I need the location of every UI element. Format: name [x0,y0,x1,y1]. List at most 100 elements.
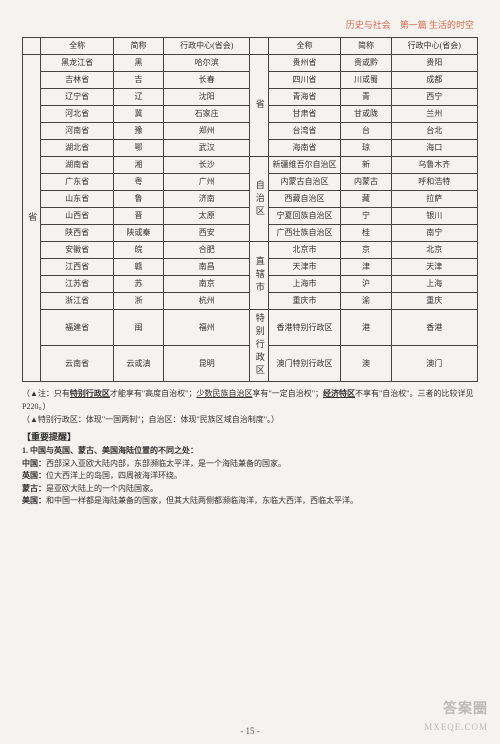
capital: 上海 [391,276,478,293]
capital: 北京 [391,242,478,259]
capital: 合肥 [164,242,250,259]
full-name: 台湾省 [268,123,341,140]
full-name: 陕西省 [41,225,114,242]
th-full-right: 全称 [268,38,341,55]
abbr: 藏 [341,191,391,208]
full-name: 江苏省 [41,276,114,293]
abbr: 赣 [113,259,163,276]
full-name: 澳门特别行政区 [268,346,341,382]
abbr: 湘 [113,157,163,174]
capital: 武汉 [164,140,250,157]
abbr: 辽 [113,89,163,106]
capital: 郑州 [164,123,250,140]
full-name: 贵州省 [268,55,341,72]
abbr: 台 [341,123,391,140]
full-name: 四川省 [268,72,341,89]
q1-china: 中国：西部深入亚欧大陆内部，东部濒临太平洋，是一个海陆兼备的国家。 [22,458,478,470]
full-name: 吉林省 [41,72,114,89]
table-row: 湖南省湘长沙自治区新疆维吾尔自治区新乌鲁木齐 [23,157,478,174]
abbr: 吉 [113,72,163,89]
abbr: 沪 [341,276,391,293]
abbr: 琼 [341,140,391,157]
full-name: 广东省 [41,174,114,191]
full-name: 北京市 [268,242,341,259]
abbr: 贵或黔 [341,55,391,72]
full-name: 新疆维吾尔自治区 [268,157,341,174]
abbr: 内蒙古 [341,174,391,191]
capital: 成都 [391,72,478,89]
abbr: 皖 [113,242,163,259]
full-name: 湖南省 [41,157,114,174]
capital: 南宁 [391,225,478,242]
capital: 南昌 [164,259,250,276]
full-name: 海南省 [268,140,341,157]
table-row: 安徽省皖合肥直辖市北京市京北京 [23,242,478,259]
question-1: 1. 中国与英国、蒙古、美国海陆位置的不同之处： 中国：西部深入亚欧大陆内部，东… [22,445,478,507]
capital: 天津 [391,259,478,276]
full-name: 西藏自治区 [268,191,341,208]
abbr: 澳 [341,346,391,382]
full-name: 湖北省 [41,140,114,157]
q1-title: 1. 中国与英国、蒙古、美国海陆位置的不同之处： [22,445,478,457]
full-name: 安徽省 [41,242,114,259]
full-name: 山东省 [41,191,114,208]
capital: 贵阳 [391,55,478,72]
abbr: 浙 [113,293,163,310]
q1-us: 美国：和中国一样都是海陆兼备的国家，但其大陆两侧都濒临海洋，东临大西洋，西临太平… [22,495,478,507]
watermark-main: 答案圈 [443,698,488,718]
abbr: 粤 [113,174,163,191]
abbr: 宁 [341,208,391,225]
th-cap-left: 行政中心(省会) [164,38,250,55]
abbr: 新 [341,157,391,174]
table-head-row: 全称 简称 行政中心(省会) 全称 简称 行政中心(省会) [23,38,478,55]
capital: 济南 [164,191,250,208]
full-name: 青海省 [268,89,341,106]
full-name: 浙江省 [41,293,114,310]
capital: 广州 [164,174,250,191]
q1-uk: 英国：位大西洋上的岛国，四周被海洋环绕。 [22,470,478,482]
right-category: 省 [250,55,268,157]
capital: 银川 [391,208,478,225]
q1-mongolia: 蒙古：是亚欧大陆上的一个内陆国家。 [22,483,478,495]
capital: 西宁 [391,89,478,106]
watermark-sub: MXEQE.COM [424,722,488,732]
full-name: 黑龙江省 [41,55,114,72]
capital: 杭州 [164,293,250,310]
full-name: 上海市 [268,276,341,293]
right-category: 特别行政区 [250,310,268,382]
abbr: 云或滇 [113,346,163,382]
th-blank-right [250,38,268,55]
capital: 福州 [164,310,250,346]
left-category: 省 [23,55,41,382]
full-name: 河南省 [41,123,114,140]
capital: 重庆 [391,293,478,310]
abbr: 鄂 [113,140,163,157]
abbr: 晋 [113,208,163,225]
th-abbr-left: 简称 [113,38,163,55]
th-full-left: 全称 [41,38,114,55]
th-blank-left [23,38,41,55]
full-name: 天津市 [268,259,341,276]
capital: 哈尔滨 [164,55,250,72]
full-name: 山西省 [41,208,114,225]
full-name: 江西省 [41,259,114,276]
abbr: 豫 [113,123,163,140]
full-name: 香港特别行政区 [268,310,341,346]
right-category: 自治区 [250,157,268,242]
abbr: 苏 [113,276,163,293]
abbr: 甘或陇 [341,106,391,123]
abbr: 鲁 [113,191,163,208]
capital: 澳门 [391,346,478,382]
abbr: 陕或秦 [113,225,163,242]
th-abbr-right: 简称 [341,38,391,55]
capital: 海口 [391,140,478,157]
abbr: 闽 [113,310,163,346]
provinces-table: 全称 简称 行政中心(省会) 全称 简称 行政中心(省会) 省黑龙江省黑哈尔滨省… [22,37,478,382]
abbr: 青 [341,89,391,106]
abbr: 渝 [341,293,391,310]
abbr: 黑 [113,55,163,72]
table-row: 省黑龙江省黑哈尔滨省贵州省贵或黔贵阳 [23,55,478,72]
full-name: 辽宁省 [41,89,114,106]
full-name: 河北省 [41,106,114,123]
full-name: 广西壮族自治区 [268,225,341,242]
